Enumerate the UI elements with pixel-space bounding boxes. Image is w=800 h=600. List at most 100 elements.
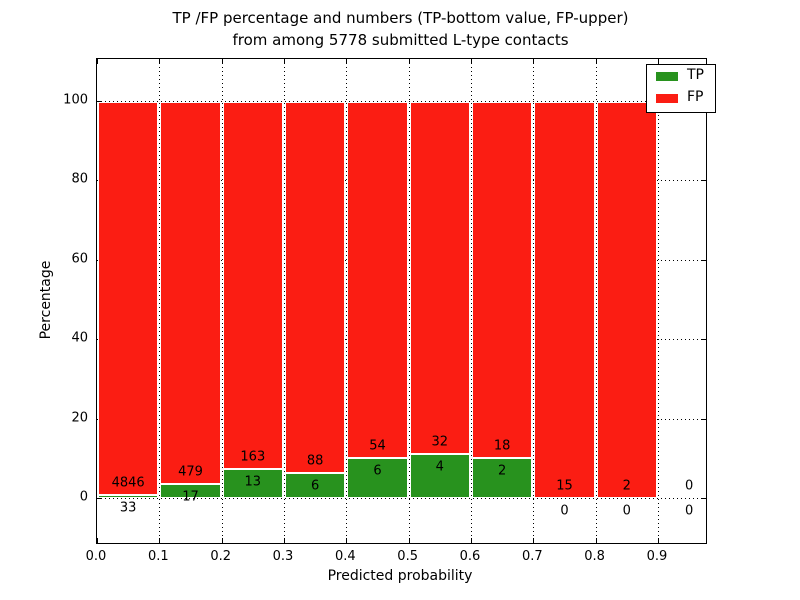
x-tick-mark — [657, 538, 659, 543]
y-tick-mark — [701, 259, 706, 261]
legend-box: TP FP — [646, 64, 716, 113]
tp-count-label: 0 — [684, 503, 694, 519]
x-axis-label: Predicted probability — [327, 568, 473, 584]
tp-count-label: 6 — [311, 478, 320, 494]
x-tick-mark — [221, 59, 223, 64]
bar-segment-fp — [284, 102, 346, 473]
x-tick-mark — [657, 59, 659, 64]
tp-count-label: 13 — [244, 474, 262, 490]
y-tick-label: 100 — [63, 92, 88, 108]
x-tick-label: 0.1 — [147, 549, 169, 564]
y-tick-mark — [701, 180, 706, 182]
x-tick-mark — [159, 59, 161, 64]
x-tick-label: 0.3 — [272, 549, 294, 564]
grid-line-vertical — [657, 59, 659, 543]
x-tick-mark — [595, 59, 597, 64]
x-tick-mark — [283, 538, 285, 543]
x-tick-mark — [283, 59, 285, 64]
bar-segment-fp — [98, 102, 159, 496]
chart-title-line1: TP /FP percentage and numbers (TP-bottom… — [172, 9, 629, 27]
tp-count-label: 17 — [182, 489, 199, 505]
legend-row-tp: TP — [647, 65, 715, 87]
tp-count-label: 0 — [622, 503, 631, 519]
fp-count-label: 88 — [306, 453, 324, 469]
grid-line-horizontal — [97, 498, 706, 499]
bar-segment-fp — [347, 102, 408, 459]
fp-count-label: 18 — [493, 438, 511, 454]
x-tick-mark — [470, 538, 472, 543]
tp-count-label: 6 — [373, 463, 382, 479]
bar-segment-tp — [284, 472, 346, 498]
x-tick-mark — [408, 59, 410, 64]
tp-legend-swatch — [656, 72, 678, 81]
fp-count-label: 54 — [369, 438, 386, 454]
y-tick-label: 0 — [79, 489, 88, 505]
x-tick-label: 0.0 — [85, 549, 107, 564]
bar-segment-fp — [534, 102, 595, 498]
grid-line-vertical — [595, 59, 597, 543]
fp-count-label: 4846 — [111, 475, 145, 491]
grid-line-vertical — [408, 59, 410, 543]
x-tick-mark — [97, 59, 98, 64]
fp-count-label: 0 — [684, 478, 694, 494]
bar-segment-tp — [222, 468, 283, 498]
grid-line-vertical — [533, 59, 535, 543]
y-tick-mark — [701, 418, 706, 420]
x-tick-mark — [97, 538, 98, 543]
bar-segment-fp — [409, 102, 470, 454]
y-tick-mark — [97, 498, 102, 499]
plot-area: 4846 33 479 17 163 13 88 6 54 6 32 4 18 2 15 0 2 0 0 0 — [96, 58, 707, 544]
tp-count-label: 0 — [560, 503, 569, 519]
x-tick-label: 0.7 — [521, 549, 543, 564]
tp-count-label: 2 — [498, 463, 507, 479]
x-tick-mark — [346, 59, 348, 64]
y-axis-label: Percentage — [38, 260, 54, 340]
chart-title-line2: from among 5778 submitted L-type contact… — [232, 31, 569, 49]
y-tick-label: 80 — [71, 171, 88, 187]
tp-count-label: 33 — [119, 500, 137, 516]
x-tick-mark — [533, 59, 535, 64]
grid-line-vertical — [221, 59, 223, 543]
bar-segment-tp — [160, 484, 221, 498]
y-tick-mark — [701, 498, 706, 499]
bar-segment-tp — [347, 458, 408, 498]
bar-segment-tp — [471, 458, 533, 498]
x-tick-label: 0.2 — [210, 549, 231, 564]
tp-legend-label: TP — [687, 67, 704, 83]
x-tick-label: 0.5 — [397, 549, 418, 564]
grid-line-vertical — [159, 59, 161, 543]
grid-line-vertical — [470, 59, 472, 543]
grid-line-vertical — [283, 59, 285, 543]
fp-legend-label: FP — [687, 89, 704, 105]
fp-count-label: 479 — [178, 464, 203, 480]
fp-count-label: 32 — [431, 434, 449, 450]
x-tick-label: 0.9 — [646, 549, 668, 564]
bar-segment-tp — [98, 495, 159, 498]
x-tick-mark — [346, 538, 348, 543]
y-tick-label: 20 — [71, 410, 88, 426]
bar-segment-fp — [471, 102, 533, 459]
x-tick-mark — [595, 538, 597, 543]
x-tick-mark — [221, 538, 223, 543]
y-tick-label: 60 — [71, 251, 88, 267]
y-tick-mark — [701, 339, 706, 341]
bar-segment-fp — [160, 102, 221, 485]
y-tick-mark — [97, 101, 102, 102]
bar-segment-tp — [409, 453, 470, 498]
bar-segment-fp — [222, 102, 283, 469]
fp-count-label: 163 — [240, 449, 266, 465]
y-tick-label: 40 — [71, 330, 88, 346]
fp-count-label: 2 — [622, 478, 631, 494]
chart-title: TP /FP percentage and numbers (TP-bottom… — [96, 7, 705, 51]
x-tick-mark — [159, 538, 161, 543]
x-tick-label: 0.4 — [334, 549, 356, 564]
x-tick-mark — [533, 538, 535, 543]
grid-line-horizontal — [97, 101, 706, 102]
fp-count-label: 15 — [556, 478, 573, 494]
x-tick-label: 0.8 — [584, 549, 605, 564]
legend-row-fp: FP — [647, 87, 715, 109]
x-tick-mark — [470, 59, 472, 64]
x-tick-label: 0.6 — [459, 549, 481, 564]
tp-count-label: 4 — [435, 459, 444, 475]
